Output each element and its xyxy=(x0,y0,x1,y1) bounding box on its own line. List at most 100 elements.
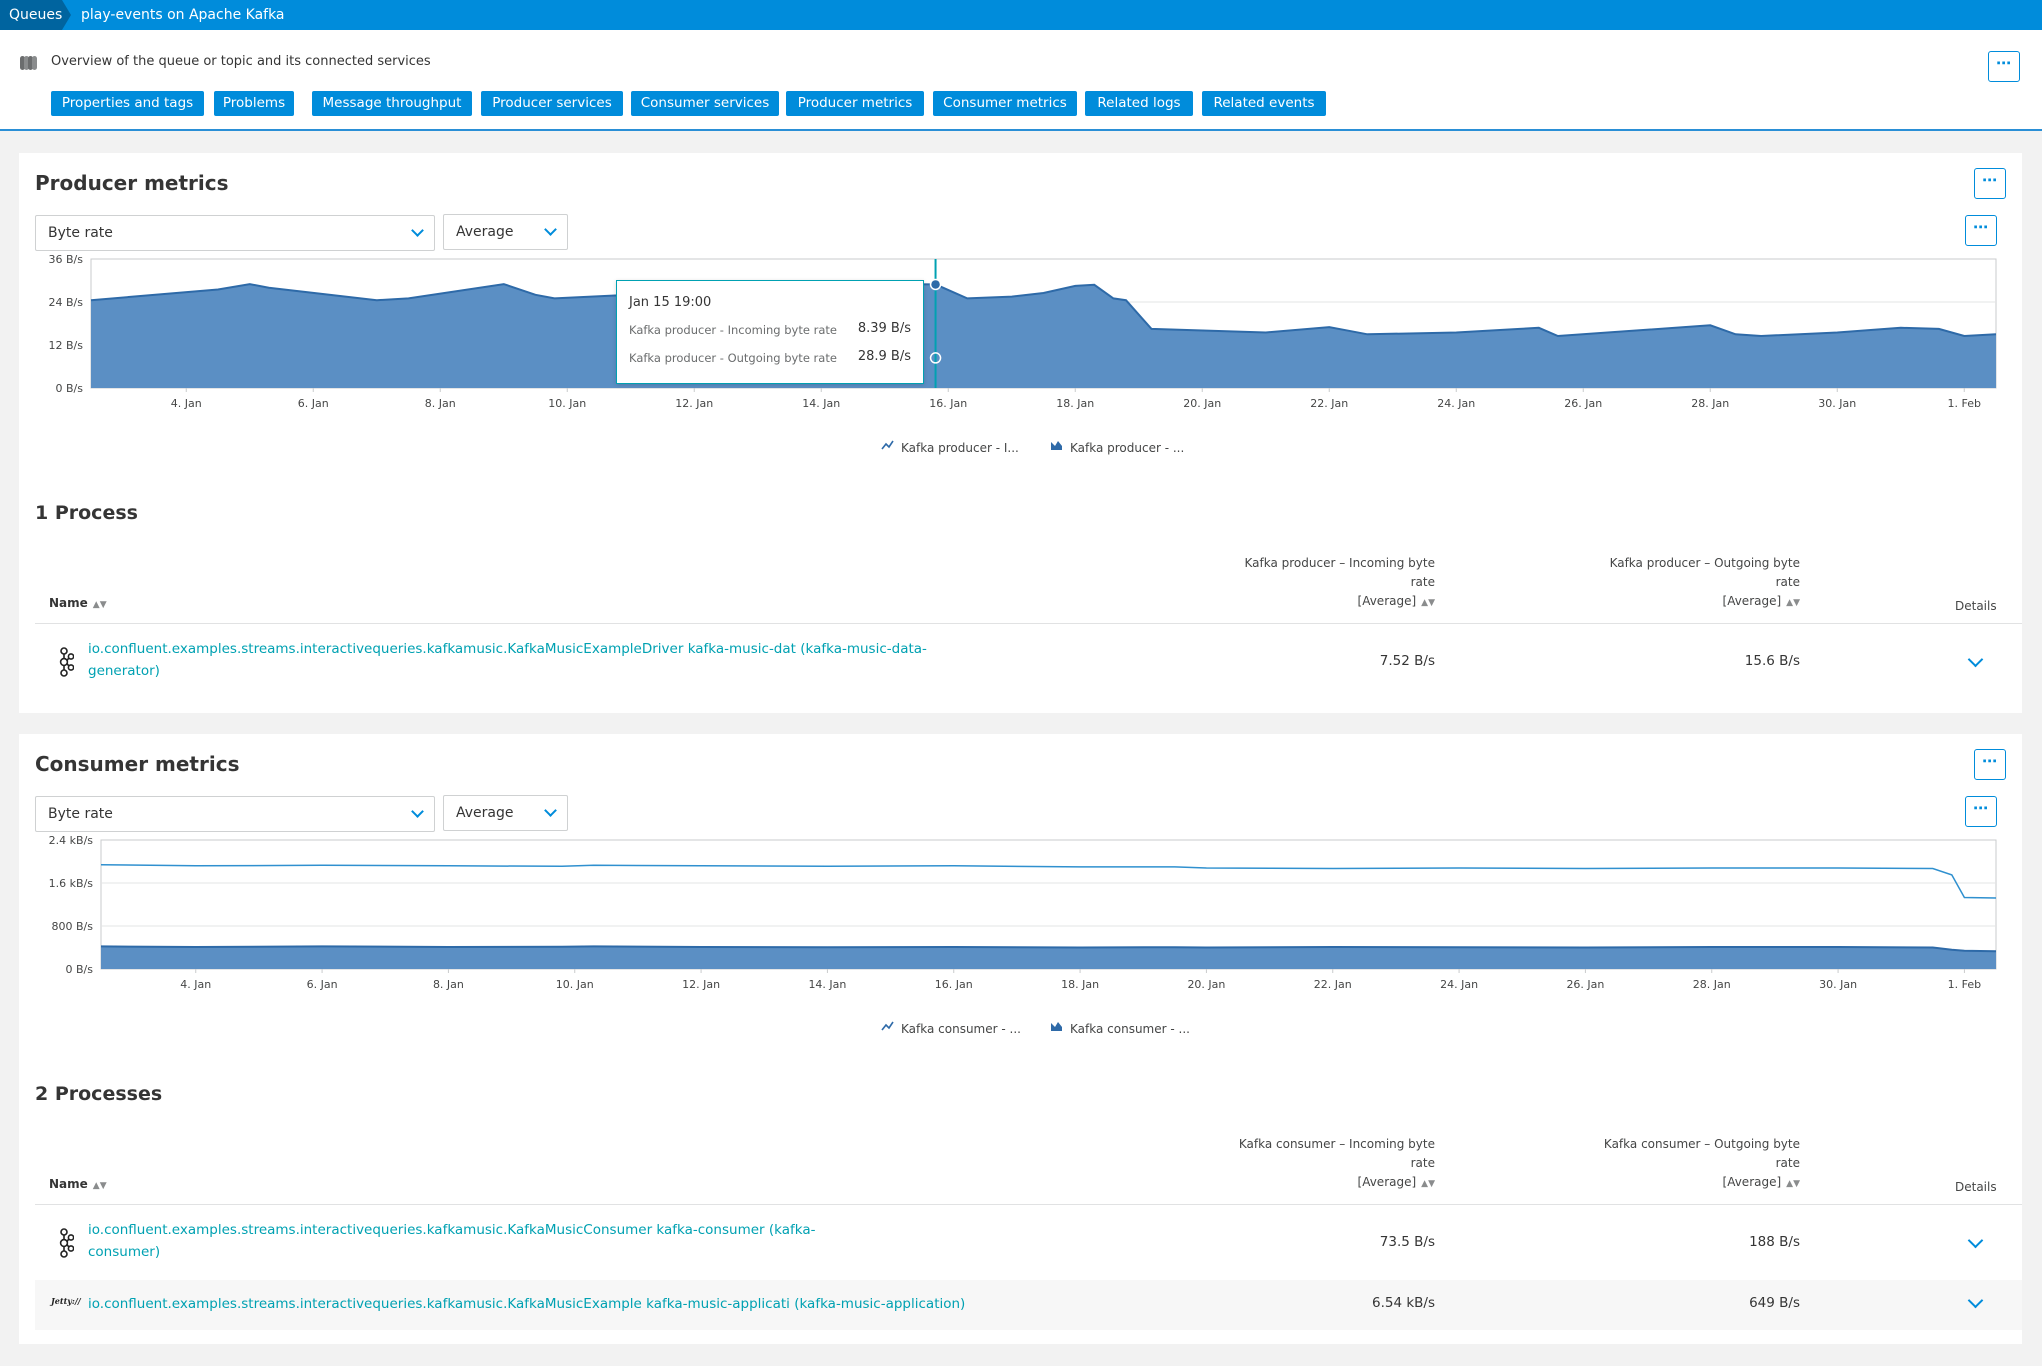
header-more-button[interactable]: ⋯ xyxy=(1988,51,2020,82)
x-tick-label: 6. Jan xyxy=(298,397,329,410)
sort-icon[interactable]: ▲▼ xyxy=(1421,1179,1435,1189)
producer-col-incoming[interactable]: Kafka producer – Incoming byte rate [Ave… xyxy=(1199,554,1436,613)
consumer-card-more-button[interactable]: ⋯ xyxy=(1974,749,2006,780)
legend-item-consumer-outgoing[interactable]: Kafka consumer - ... xyxy=(1070,1022,1190,1036)
nav-properties-and-tags[interactable]: Properties and tags xyxy=(51,91,204,116)
process-name-line: io.confluent.examples.streams.interactiv… xyxy=(88,641,927,657)
consumer-processes-title: 2 Processes xyxy=(35,1083,163,1105)
nav-consumer-metrics[interactable]: Consumer metrics xyxy=(933,91,1077,116)
x-tick-label: 24. Jan xyxy=(1437,397,1475,410)
consumer-col-incoming[interactable]: Kafka consumer – Incoming byte rate [Ave… xyxy=(1199,1135,1435,1194)
legend-line-icon xyxy=(881,1021,894,1031)
x-tick-label: 1. Feb xyxy=(1948,978,1981,991)
producer-agg-select-value: Average xyxy=(456,224,514,240)
nav-producer-metrics[interactable]: Producer metrics xyxy=(786,91,924,116)
legend-item-consumer-incoming[interactable]: Kafka consumer - ... xyxy=(901,1022,1021,1036)
legend-item-producer-incoming[interactable]: Kafka producer - I... xyxy=(901,441,1019,455)
consumer-metrics-chart[interactable]: 0 B/s 800 B/s 1.6 kB/s 2.4 kB/s 4. Jan 6. Jan… xyxy=(19,834,2022,1039)
tooltip-title: Jan 15 19:00 xyxy=(629,295,712,310)
x-tick-label: 28. Jan xyxy=(1693,978,1731,991)
overview-text: Overview of the queue or topic and its c… xyxy=(51,54,431,69)
y-tick-label: 0 B/s xyxy=(56,382,84,395)
col-header-line: [Average] xyxy=(1722,594,1782,608)
chevron-down-icon[interactable] xyxy=(1967,1292,1984,1309)
legend-item-producer-outgoing[interactable]: Kafka producer - ... xyxy=(1070,441,1184,455)
x-tick-label: 4. Jan xyxy=(171,397,202,410)
series-area-1 xyxy=(91,283,1996,388)
consumer-process-link[interactable]: io.confluent.examples.streams.interactiv… xyxy=(88,1219,938,1263)
producer-process-link[interactable]: io.confluent.examples.streams.interactiv… xyxy=(88,638,938,682)
nav-problems[interactable]: Problems xyxy=(214,91,294,116)
consumer-agg-select[interactable]: Average xyxy=(443,795,568,831)
producer-metrics-chart[interactable]: 0 B/s 12 B/s 24 B/s 36 B/s 4. Jan 6. Jan 8. Ja… xyxy=(19,253,2022,458)
consumer-process-link-jetty[interactable]: io.confluent.examples.streams.interactiv… xyxy=(88,1296,966,1312)
producer-metric-select[interactable]: Byte rate xyxy=(35,215,435,251)
tooltip-label-outgoing: Kafka producer - Outgoing byte rate xyxy=(629,351,837,365)
table-row[interactable]: Jetty:// io.confluent.examples.streams.i… xyxy=(35,1280,2022,1330)
sort-icon[interactable]: ▲▼ xyxy=(1786,598,1800,608)
consumer-metrics-card: Consumer metrics ⋯ Byte rate Average ⋯ 0… xyxy=(19,734,2022,1344)
x-tick-label: 12. Jan xyxy=(682,978,720,991)
col-name-label: Name xyxy=(49,1177,88,1191)
sort-icon[interactable]: ▲▼ xyxy=(1421,598,1435,608)
process-name-line: io.confluent.examples.streams.interactiv… xyxy=(88,1222,816,1238)
sort-icon[interactable]: ▲▼ xyxy=(92,1181,107,1191)
nav-producer-services[interactable]: Producer services xyxy=(481,91,623,116)
producer-col-name[interactable]: Name ▲▼ xyxy=(49,596,107,610)
producer-metrics-title: Producer metrics xyxy=(35,171,229,195)
hover-point xyxy=(929,278,942,291)
sort-icon[interactable]: ▲▼ xyxy=(1786,1179,1800,1189)
producer-col-outgoing[interactable]: Kafka producer – Outgoing byte rate [Ave… xyxy=(1564,554,1800,613)
legend-area-icon xyxy=(1051,441,1062,450)
x-tick-label: 20. Jan xyxy=(1187,978,1225,991)
consumer-metrics-title: Consumer metrics xyxy=(35,752,240,776)
x-tick-label: 10. Jan xyxy=(548,397,586,410)
sort-icon[interactable]: ▲▼ xyxy=(92,600,107,610)
x-tick-label: 30. Jan xyxy=(1818,397,1856,410)
col-header-line: rate xyxy=(1410,575,1435,589)
x-tick-label: 26. Jan xyxy=(1566,978,1604,991)
producer-agg-select[interactable]: Average xyxy=(443,214,568,250)
consumer-metric-select[interactable]: Byte rate xyxy=(35,796,435,832)
x-tick-label: 14. Jan xyxy=(808,978,846,991)
chevron-down-icon[interactable] xyxy=(1967,1232,1984,1249)
chevron-down-icon xyxy=(411,224,424,237)
producer-incoming-value: 7.52 B/s xyxy=(1379,653,1435,669)
x-tick-label: 8. Jan xyxy=(433,978,464,991)
legend-line-icon xyxy=(881,440,894,450)
consumer-metric-select-value: Byte rate xyxy=(48,806,113,822)
nav-related-logs[interactable]: Related logs xyxy=(1085,91,1193,116)
x-tick-label: 4. Jan xyxy=(180,978,211,991)
chevron-down-icon[interactable] xyxy=(1967,651,1984,668)
series-line-1 xyxy=(90,282,1997,338)
producer-card-more-button[interactable]: ⋯ xyxy=(1974,168,2006,199)
producer-processes-title: 1 Process xyxy=(35,502,138,524)
x-tick-label: 18. Jan xyxy=(1061,978,1099,991)
consumer-chart-legend: Kafka consumer - ... Kafka consumer - ..… xyxy=(881,1021,1190,1036)
nav-related-events[interactable]: Related events xyxy=(1202,91,1326,116)
consumer-chart-more-button[interactable]: ⋯ xyxy=(1965,796,1997,827)
breadcrumb-queues[interactable]: Queues xyxy=(0,0,62,30)
x-tick-label: 22. Jan xyxy=(1310,397,1348,410)
y-tick-label: 800 B/s xyxy=(52,920,94,933)
col-header-line: Kafka consumer – Outgoing byte xyxy=(1603,1137,1800,1151)
nav-message-throughput[interactable]: Message throughput xyxy=(312,91,472,116)
breadcrumb-current[interactable]: play-events on Apache Kafka xyxy=(81,7,285,23)
y-tick-label: 12 B/s xyxy=(49,339,84,352)
hover-point xyxy=(929,352,942,364)
tooltip-value-incoming: 8.39 B/s xyxy=(857,321,911,336)
consumer-col-name[interactable]: Name ▲▼ xyxy=(49,1177,107,1191)
consumer-incoming-value: 6.54 kB/s xyxy=(1371,1295,1435,1311)
x-tick-label: 28. Jan xyxy=(1691,397,1729,410)
series-line-0 xyxy=(100,863,1997,899)
x-tick-label: 1. Feb xyxy=(1948,397,1981,410)
consumer-col-outgoing[interactable]: Kafka consumer – Outgoing byte rate [Ave… xyxy=(1564,1135,1800,1194)
breadcrumb-separator xyxy=(62,0,71,30)
x-tick-label: 20. Jan xyxy=(1183,397,1221,410)
kafka-icon xyxy=(59,1228,74,1258)
producer-chart-more-button[interactable]: ⋯ xyxy=(1965,215,1997,246)
x-tick-label: 16. Jan xyxy=(929,397,967,410)
nav-consumer-services[interactable]: Consumer services xyxy=(631,91,779,116)
chart-tooltip: Jan 15 19:00 Kafka producer - Incoming b… xyxy=(616,280,924,384)
series-area-1 xyxy=(101,946,1996,969)
